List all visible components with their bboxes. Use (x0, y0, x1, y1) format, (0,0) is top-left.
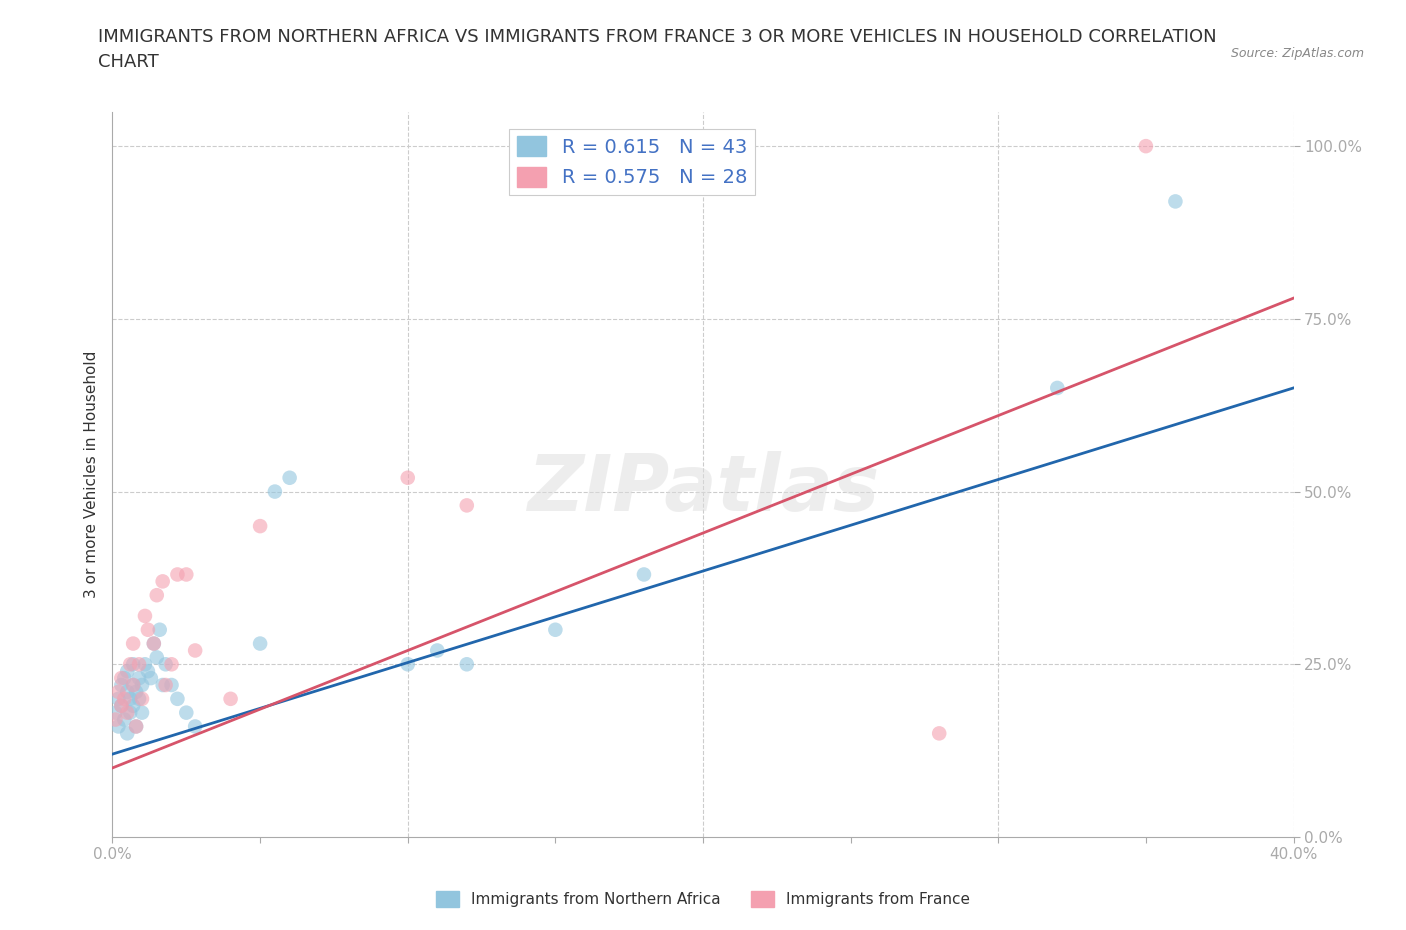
Point (155, 657, 177, 671)
Point (122, 657, 145, 671)
Point (107, 684, 129, 699)
Point (120, 691, 142, 706)
Point (174, 567, 197, 582)
Point (134, 608, 156, 623)
Point (110, 698, 132, 713)
Point (1135, 139, 1157, 153)
Point (120, 705, 142, 720)
Point (136, 664, 159, 679)
Point (160, 678, 183, 693)
Legend: R = 0.615   N = 43, R = 0.575   N = 28: R = 0.615 N = 43, R = 0.575 N = 28 (509, 128, 755, 195)
Point (110, 678, 132, 693)
Point (112, 691, 135, 706)
Point (139, 671, 162, 685)
Point (112, 671, 135, 685)
Point (131, 678, 153, 693)
Point (128, 657, 150, 671)
Point (160, 657, 183, 671)
Point (249, 636, 271, 651)
Point (166, 567, 188, 582)
Point (131, 705, 153, 720)
Point (122, 636, 145, 651)
Point (120, 657, 142, 671)
Point (544, 622, 567, 637)
Point (456, 657, 478, 671)
Point (117, 705, 138, 720)
Point (278, 471, 301, 485)
Point (122, 678, 145, 693)
Point (142, 636, 165, 651)
Point (264, 485, 287, 499)
Y-axis label: 3 or more Vehicles in Household: 3 or more Vehicles in Household (83, 351, 98, 598)
Point (219, 691, 242, 706)
Point (928, 726, 950, 741)
Point (166, 691, 188, 706)
Text: Source: ZipAtlas.com: Source: ZipAtlas.com (1230, 46, 1364, 60)
Point (125, 684, 148, 699)
Point (174, 705, 197, 720)
Point (184, 643, 207, 658)
Point (426, 643, 449, 658)
Text: IMMIGRANTS FROM NORTHERN AFRICA VS IMMIGRANTS FROM FRANCE 3 OR MORE VEHICLES IN : IMMIGRANTS FROM NORTHERN AFRICA VS IMMIG… (98, 28, 1218, 71)
Point (456, 498, 478, 512)
Text: ZIPatlas: ZIPatlas (527, 451, 879, 526)
Point (122, 698, 145, 713)
Point (184, 719, 207, 734)
Point (146, 650, 169, 665)
Point (396, 657, 419, 671)
Point (110, 698, 132, 713)
Point (128, 671, 150, 685)
Point (1164, 194, 1187, 209)
Point (107, 691, 129, 706)
Point (142, 636, 165, 651)
Point (117, 684, 138, 699)
Point (122, 678, 145, 693)
Point (1046, 380, 1069, 395)
Point (136, 622, 159, 637)
Point (104, 705, 127, 720)
Point (152, 574, 174, 589)
Legend: Immigrants from Northern Africa, Immigrants from France: Immigrants from Northern Africa, Immigra… (430, 884, 976, 913)
Point (125, 719, 148, 734)
Point (117, 726, 138, 741)
Point (633, 567, 655, 582)
Point (104, 712, 127, 727)
Point (249, 519, 271, 534)
Point (396, 471, 419, 485)
Point (117, 664, 138, 679)
Point (146, 588, 169, 603)
Point (112, 712, 135, 727)
Point (110, 671, 132, 685)
Point (155, 678, 177, 693)
Point (128, 691, 150, 706)
Point (107, 719, 129, 734)
Point (131, 691, 153, 706)
Point (149, 622, 172, 637)
Point (152, 678, 174, 693)
Point (125, 719, 148, 734)
Point (134, 657, 156, 671)
